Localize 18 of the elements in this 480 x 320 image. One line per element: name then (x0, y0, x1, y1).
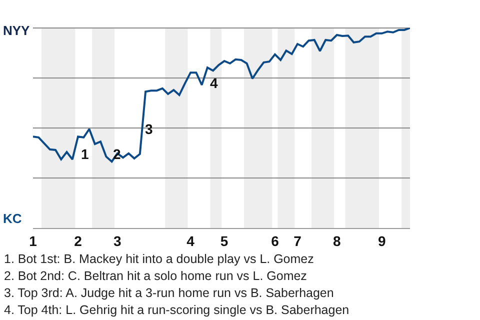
text: 2. Bot 2nd: C. Beltran hit a solo home run vs L. Gomez (4, 269, 307, 283)
x-tick-label: 1 (29, 232, 38, 249)
annotation: 4 (210, 75, 218, 91)
x-tick-label: 8 (332, 232, 341, 249)
x-tick-label: 3 (114, 232, 122, 249)
x-tick-label: 4 (186, 232, 195, 249)
annotation: 1 (81, 146, 89, 162)
text: 1. Bot 1st: B. Mackey hit into a double play vs L. Gomez (4, 252, 314, 266)
text: NYY (3, 23, 30, 38)
x-tick-label: 5 (220, 232, 228, 249)
text: KC (3, 211, 22, 226)
text: 3. Top 3rd: A. Judge hit a 3-run home run vs B. Saberhagen (4, 286, 334, 300)
annotation: 3 (145, 121, 153, 137)
text: 4. Top 4th: L. Gehrig hit a run-scoring single vs B. Saberhagen (4, 303, 350, 317)
x-tick-label: 2 (74, 232, 82, 249)
x-tick-label: 6 (271, 232, 280, 249)
x-tick-label: 7 (294, 232, 302, 249)
x-tick-label: 9 (378, 232, 386, 249)
